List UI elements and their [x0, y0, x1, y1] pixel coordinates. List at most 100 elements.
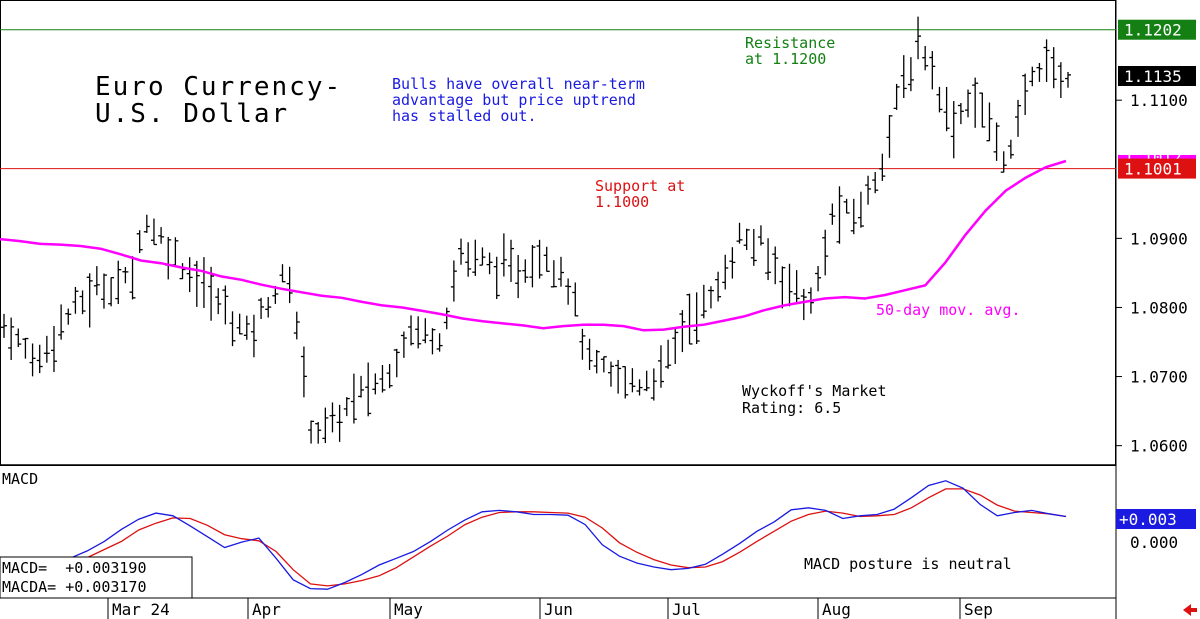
- price-bar: [986, 102, 993, 142]
- month-label: Jul: [672, 600, 701, 619]
- price-bar: [508, 239, 515, 282]
- price-bar: [643, 370, 650, 392]
- price-bar: [607, 361, 614, 387]
- price-bar: [386, 363, 393, 389]
- price-bar: [886, 114, 893, 158]
- price-bar: [422, 318, 429, 344]
- price-bar: [279, 264, 286, 283]
- price-bar: [43, 335, 50, 363]
- price-bar: [672, 327, 679, 364]
- price-bar: [957, 102, 964, 125]
- price-tag-support-text: 1.1001: [1124, 160, 1182, 179]
- price-bar: [136, 230, 143, 254]
- price-bar: [965, 89, 972, 118]
- price-bar: [493, 256, 500, 300]
- price-bar: [1065, 71, 1071, 88]
- price-bar: [657, 345, 664, 388]
- price-bar: [458, 238, 465, 265]
- price-tag-resistance: 1.1202: [1118, 19, 1196, 40]
- scroll-arrow-icon[interactable]: [1183, 604, 1197, 616]
- month-label: May: [394, 600, 423, 619]
- price-panel-frame: [0, 0, 1116, 466]
- price-bar: [522, 259, 529, 283]
- price-bar: [193, 260, 200, 307]
- price-tag-last: 1.1135: [1118, 66, 1196, 87]
- price-bar: [158, 227, 165, 244]
- price-bar: [793, 270, 800, 304]
- price-bar: [843, 198, 850, 214]
- price-bar: [622, 365, 629, 399]
- price-bar: [1057, 62, 1064, 98]
- price-bar: [550, 260, 557, 288]
- month-label: Aug: [822, 600, 851, 619]
- rating-label-2: Rating: 6.5: [742, 399, 841, 417]
- price-bar: [1043, 39, 1050, 82]
- price-bar: [865, 175, 872, 205]
- price-bar: [629, 368, 636, 393]
- price-bar: [593, 349, 600, 374]
- price-bar: [200, 257, 207, 309]
- price-bar: [129, 256, 136, 300]
- price-bar: [772, 246, 779, 285]
- price-bar: [1036, 63, 1043, 82]
- price-bar: [565, 278, 572, 305]
- y-tick-label: 1.0600: [1130, 437, 1188, 456]
- price-bar: [443, 307, 450, 330]
- price-bar: [786, 263, 793, 307]
- price-bar: [693, 292, 700, 344]
- macd-tag-text: +0.003: [1119, 510, 1177, 529]
- macd-annotation: MACD posture is neutral: [804, 555, 1012, 573]
- price-tag-support: 1.1001: [1118, 158, 1196, 179]
- price-bar: [108, 277, 115, 307]
- price-bar: [586, 338, 593, 370]
- price-bar: [143, 214, 150, 233]
- price-bar: [165, 236, 172, 280]
- price-bar: [350, 373, 357, 424]
- price-bar: [22, 337, 29, 359]
- price-bar: [72, 286, 79, 314]
- month-axis: Mar 24 Apr May Jun Jul Aug Sep: [107, 598, 993, 619]
- price-bar: [679, 310, 686, 353]
- y-tick-label: 1.0800: [1130, 298, 1188, 317]
- price-bar: [750, 228, 757, 266]
- price-bar: [743, 228, 750, 251]
- price-bar: [343, 397, 350, 417]
- ohlc-bars: [1, 16, 1071, 444]
- price-bar: [272, 285, 279, 304]
- price-bar: [315, 421, 322, 444]
- price-bar: [358, 375, 365, 398]
- price-bar: [722, 254, 729, 290]
- chart-title: Euro Currency-: [95, 72, 342, 102]
- price-bar: [8, 317, 15, 360]
- price-bar: [815, 266, 822, 292]
- price-bar: [615, 359, 622, 394]
- price-bar: [729, 247, 736, 279]
- price-bar: [922, 45, 929, 71]
- price-bar: [979, 92, 986, 128]
- price-bar: [100, 273, 107, 309]
- price-bar: [543, 246, 550, 272]
- price-bar: [1050, 47, 1057, 89]
- price-bar: [236, 313, 243, 335]
- price-bar: [79, 290, 86, 315]
- price-bar: [557, 256, 564, 287]
- price-bar: [529, 244, 536, 288]
- price-bar: [258, 297, 265, 319]
- price-bar: [179, 263, 186, 280]
- support-label-1: Support at: [595, 177, 685, 195]
- rating-label-1: Wyckoff's Market: [742, 382, 887, 400]
- y-tick-label: 1.1100: [1130, 91, 1188, 110]
- price-bar: [372, 373, 379, 395]
- month-label: Sep: [964, 600, 993, 619]
- price-bar: [579, 328, 586, 360]
- price-bar: [36, 344, 43, 374]
- price-bar: [1022, 73, 1029, 116]
- price-bar: [500, 233, 507, 277]
- chart-subtitle: U.S. Dollar: [95, 99, 289, 129]
- price-bar: [800, 288, 807, 321]
- commentary-line-1: Bulls have overall near-term: [392, 75, 645, 93]
- price-bar: [393, 348, 400, 378]
- price-bar: [900, 55, 907, 99]
- price-bar: [1015, 99, 1022, 137]
- macd-zero-label: 0.000: [1130, 533, 1178, 552]
